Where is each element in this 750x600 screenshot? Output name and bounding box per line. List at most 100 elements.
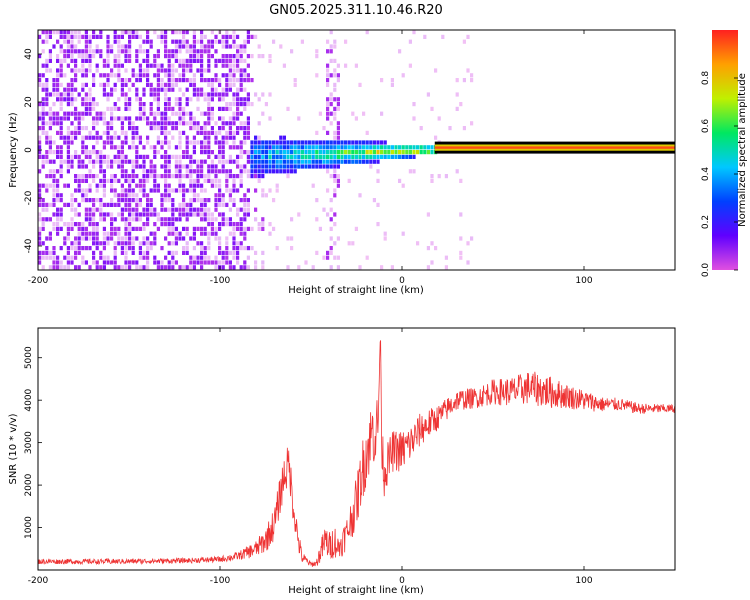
spectrogram-cell [113,154,117,159]
spectrogram-cell [254,207,258,212]
spectrogram-cell [236,106,240,111]
spectrogram-cell [174,111,178,116]
spectrogram-cell [221,212,225,217]
spectrogram-cell [178,116,182,121]
spectrogram-cell [311,159,315,164]
spectrogram-cell [326,255,330,260]
spectrogram-cell [236,34,240,39]
spectrogram-cell [232,39,236,44]
spectrogram-cell [200,250,204,255]
spectrogram-cell [138,265,142,270]
spectrogram-cell [225,217,229,222]
spectrogram-cell [236,154,240,159]
spectrogram-cell [131,174,135,179]
spectrogram-cell [142,102,146,107]
spectrogram-cell [48,231,52,236]
spectrogram-cell [236,63,240,68]
spectrogram-cell [243,265,247,270]
spectrogram-cell [344,39,348,44]
spectrogram-cell [88,154,92,159]
spectrogram-cell [102,63,106,68]
spectrogram-cell [167,106,171,111]
spectrogram-cell [232,198,236,203]
spectrogram-cell [81,178,85,183]
spectrogram-cell [135,198,139,203]
spectrogram-cell [203,212,207,217]
spectrogram-cell [254,150,258,155]
spectrogram-cell [113,226,117,231]
spectrogram-cell [196,226,200,231]
spectrogram-cell [189,82,193,87]
spectrogram-cell [171,241,175,246]
spectrogram-cell [99,135,103,140]
spectrogram-cell [45,78,49,83]
spectrogram-cell [128,178,132,183]
spectrogram-cell [138,44,142,49]
spectrogram-cell [146,82,150,87]
spectrogram-cell [196,169,200,174]
spectrogram-cell [437,174,441,179]
spectrogram-cell [192,92,196,97]
spectrogram-cell [128,87,132,92]
spectrogram-cell [311,265,315,270]
spectrogram-cell [174,102,178,107]
spectrogram-cell [203,68,207,73]
spectrogram-cell [207,102,211,107]
spectrogram-cell [196,183,200,188]
colorbar-tick-label: 0.4 [701,167,711,182]
spectrogram-cell [52,121,56,126]
spectrogram-cell [196,241,200,246]
spectrogram-cell [189,54,193,59]
spectrogram-cell [426,92,430,97]
spectrogram-cell [63,39,67,44]
spectrogram-cell [138,188,142,193]
spectrogram-cell [124,193,128,198]
spectrogram-cell [120,34,124,39]
spectrogram-cell [84,231,88,236]
spectrogram-cell [304,140,308,145]
spectrogram-cell [225,250,229,255]
spectrogram-cell [239,87,243,92]
spectrogram-cell [236,126,240,131]
spectrogram-cell [326,130,330,135]
spectrogram-cell [372,140,376,145]
spectrogram-cell [117,150,121,155]
spectrogram-cell [135,260,139,265]
spectrogram-cell [164,34,168,39]
spectrogram-cell [358,150,362,155]
spectrogram-cell [322,140,326,145]
spectrogram-cell [106,58,110,63]
spectrogram-y-tick-label: -20 [24,190,34,205]
spectrogram-cell [174,78,178,83]
spectrogram-cell [92,159,96,164]
spectrogram-cell [167,207,171,212]
spectrogram-cell [200,198,204,203]
snr-plot-area [38,328,675,570]
spectrogram-cell [156,150,160,155]
spectrogram-cell [106,241,110,246]
spectrogram-cell [70,164,74,169]
spectrogram-cell [326,111,330,116]
spectrogram-cell [48,116,52,121]
spectrogram-cell [110,236,114,241]
spectrogram-cell [113,58,117,63]
spectrogram-cell [66,236,70,241]
spectrogram-cell [74,106,78,111]
spectrogram-cell [84,188,88,193]
spectrogram-cell [88,102,92,107]
spectrogram-cell [56,39,60,44]
spectrogram-cell [171,54,175,59]
spectrogram-cell [128,207,132,212]
spectrogram-cell [192,265,196,270]
spectrogram-cell [95,174,99,179]
spectrogram-cell [146,73,150,78]
spectrogram-cell [390,82,394,87]
spectrogram-cell [358,140,362,145]
spectrogram-cell [124,169,128,174]
spectrogram-cell [131,159,135,164]
spectrogram-cell [232,145,236,150]
spectrogram-cell [203,159,207,164]
spectrogram-cell [120,121,124,126]
spectrogram-cell [156,217,160,222]
spectrogram-cell [444,265,448,270]
